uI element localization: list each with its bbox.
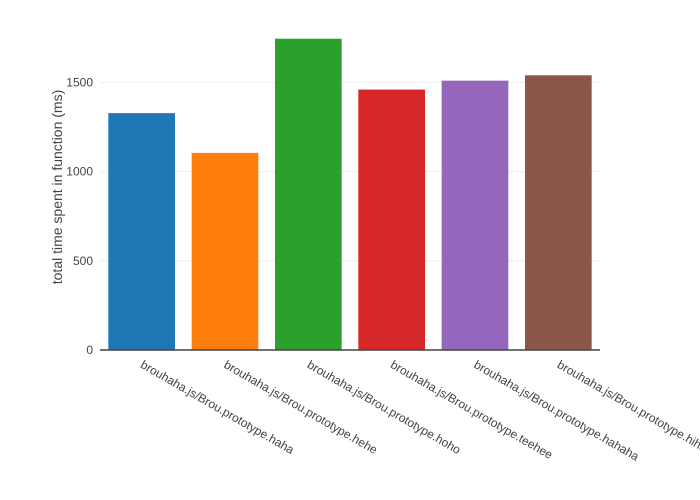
x-tick-label: brouhaha.js/Brou.prototype.hoho xyxy=(305,357,464,457)
gridlines xyxy=(100,81,600,262)
bar[interactable] xyxy=(191,152,259,350)
y-tick-label: 500 xyxy=(73,254,93,268)
bar[interactable] xyxy=(525,75,592,350)
y-tick-label: 0 xyxy=(86,343,93,357)
x-tick-label: brouhaha.js/Brou.prototype.hahaha xyxy=(472,357,642,463)
bars xyxy=(108,38,592,350)
bar[interactable] xyxy=(441,80,509,350)
bar[interactable] xyxy=(275,38,342,350)
x-tick-labels: brouhaha.js/Brou.prototype.hahabrouhaha.… xyxy=(138,357,700,463)
y-axis-title: total time spent in function (ms) xyxy=(49,90,65,285)
y-tick-label: 1000 xyxy=(66,165,93,179)
x-tick-label: brouhaha.js/Brou.prototype.hehe xyxy=(222,357,381,457)
bar[interactable] xyxy=(108,113,175,350)
x-tick-label: brouhaha.js/Brou.prototype.haha xyxy=(138,357,297,457)
y-tick-label: 1500 xyxy=(66,75,93,89)
x-tick-label: brouhaha.js/Brou.prototype.teehee xyxy=(388,357,555,462)
y-tick-labels: 0 500 1000 1500 xyxy=(66,75,93,357)
bar[interactable] xyxy=(358,89,425,350)
